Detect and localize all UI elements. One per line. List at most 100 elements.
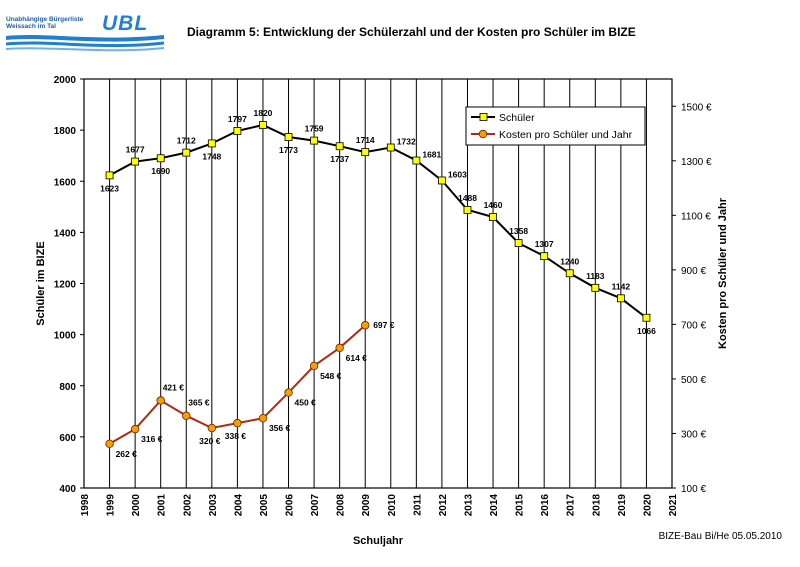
legend-label-kosten: Kosten pro Schüler und Jahr <box>499 129 633 141</box>
y2-tick-label: 300 € <box>681 429 706 440</box>
schueler-point <box>616 294 625 303</box>
kosten-point <box>182 411 191 420</box>
footer-note: BIZE-Bau Bi/He 05.05.2010 <box>658 531 782 542</box>
schueler-data-label: 1677 <box>126 145 145 155</box>
schueler-data-label: 1358 <box>509 226 528 236</box>
y-tick-label: 1600 <box>54 177 77 188</box>
legend-label-schueler: Schüler <box>499 112 535 124</box>
schueler-data-label: 1759 <box>305 124 324 134</box>
schueler-data-label: 1820 <box>253 108 272 118</box>
x-tick-label: 1999 <box>106 494 117 517</box>
x-axis-title: Schuljahr <box>353 535 404 547</box>
y2-tick-label: 100 € <box>681 484 706 495</box>
logo-mark: UBL <box>102 12 149 35</box>
kosten-data-label: 365 € <box>188 398 210 408</box>
y2-axis-title: Kosten pro Schüler und Jahr <box>717 197 729 349</box>
kosten-point <box>233 418 242 428</box>
x-tick-label: 2005 <box>259 494 270 517</box>
schueler-data-label: 1142 <box>612 281 631 291</box>
schueler-data-label: 1714 <box>356 135 375 145</box>
schueler-data-label: 1240 <box>560 256 579 266</box>
y2-tick-label: 900 € <box>681 266 706 277</box>
x-tick-label: 2009 <box>361 494 372 517</box>
kosten-data-label: 320 € <box>199 436 221 446</box>
x-tick-label: 2019 <box>617 494 628 517</box>
x-tick-label: 2013 <box>463 494 474 517</box>
schueler-point <box>386 143 395 152</box>
schueler-point <box>514 239 523 248</box>
x-tick-label: 2014 <box>489 494 500 517</box>
x-tick-label: 2003 <box>208 494 219 517</box>
kosten-data-label: 338 € <box>225 431 247 441</box>
y-tick-label: 400 <box>59 484 76 495</box>
x-tick-label: 2007 <box>310 494 321 517</box>
schueler-point <box>489 213 497 221</box>
kosten-point <box>105 439 114 449</box>
y2-tick-label: 700 € <box>681 320 706 331</box>
schueler-point <box>233 126 242 135</box>
schueler-data-label: 1737 <box>330 154 349 164</box>
kosten-data-label: 614 € <box>346 353 368 363</box>
schueler-point <box>156 154 165 163</box>
schueler-data-label: 1712 <box>177 136 196 146</box>
x-tick-label: 2015 <box>515 494 526 517</box>
kosten-point <box>284 388 293 397</box>
kosten-point <box>361 321 370 330</box>
x-tick-label: 2002 <box>182 494 193 517</box>
x-tick-label: 2011 <box>412 494 423 516</box>
schueler-data-label: 1681 <box>422 150 441 160</box>
schueler-data-label: 1066 <box>637 326 656 336</box>
x-tick-label: 1998 <box>80 494 91 517</box>
schueler-point <box>361 148 370 157</box>
schueler-point <box>335 142 344 151</box>
kosten-point <box>130 424 140 434</box>
kosten-point <box>335 343 344 353</box>
kosten-point <box>207 423 217 433</box>
y2-tick-label: 1300 € <box>681 157 712 168</box>
x-tick-label: 2008 <box>336 494 347 517</box>
legend-box <box>465 106 646 146</box>
x-tick-label: 2016 <box>540 494 551 517</box>
kosten-data-label: 356 € <box>269 423 291 433</box>
schueler-point <box>310 136 318 145</box>
x-tick-label: 2017 <box>566 494 577 517</box>
x-tick-label: 2006 <box>285 494 296 517</box>
y2-tick-label: 500 € <box>681 375 706 386</box>
schueler-point <box>591 283 600 292</box>
kosten-point <box>156 396 165 405</box>
schueler-data-label: 1748 <box>202 151 221 161</box>
y-tick-label: 1000 <box>54 331 77 342</box>
x-tick-label: 2012 <box>438 494 449 517</box>
schueler-point <box>463 205 472 214</box>
kosten-data-label: 421 € <box>163 382 185 392</box>
schueler-data-label: 1603 <box>448 169 467 179</box>
logo-wave-icon <box>6 35 165 52</box>
y2-tick-label: 1100 € <box>681 211 711 222</box>
y-tick-label: 1400 <box>54 228 77 239</box>
schueler-data-label: 1623 <box>100 183 119 193</box>
kosten-point <box>309 361 319 371</box>
x-tick-label: 2004 <box>233 494 244 517</box>
schueler-data-label: 1732 <box>397 137 416 147</box>
schueler-data-label: 1307 <box>535 239 554 249</box>
kosten-data-label: 316 € <box>141 434 163 444</box>
x-tick-label: 2020 <box>642 494 653 517</box>
kosten-data-label: 548 € <box>320 371 342 381</box>
y-tick-label: 1800 <box>54 126 77 137</box>
kosten-data-label: 450 € <box>295 398 317 408</box>
legend-marker-schueler <box>479 113 488 121</box>
schueler-point <box>207 139 216 148</box>
ubl-logo: Unabhängige Bürgerliste Weissach im Tal … <box>6 10 166 56</box>
schueler-point <box>540 252 549 261</box>
kosten-data-label: 262 € <box>116 449 138 459</box>
y-tick-label: 600 <box>59 433 76 444</box>
schueler-data-label: 1488 <box>458 193 477 203</box>
schueler-point <box>412 156 421 165</box>
schueler-point <box>565 269 574 278</box>
x-tick-label: 2010 <box>387 494 398 517</box>
x-tick-label: 2001 <box>157 494 168 517</box>
schueler-point <box>259 121 267 129</box>
schueler-data-label: 1773 <box>279 145 298 155</box>
x-tick-label: 2021 <box>668 494 679 517</box>
